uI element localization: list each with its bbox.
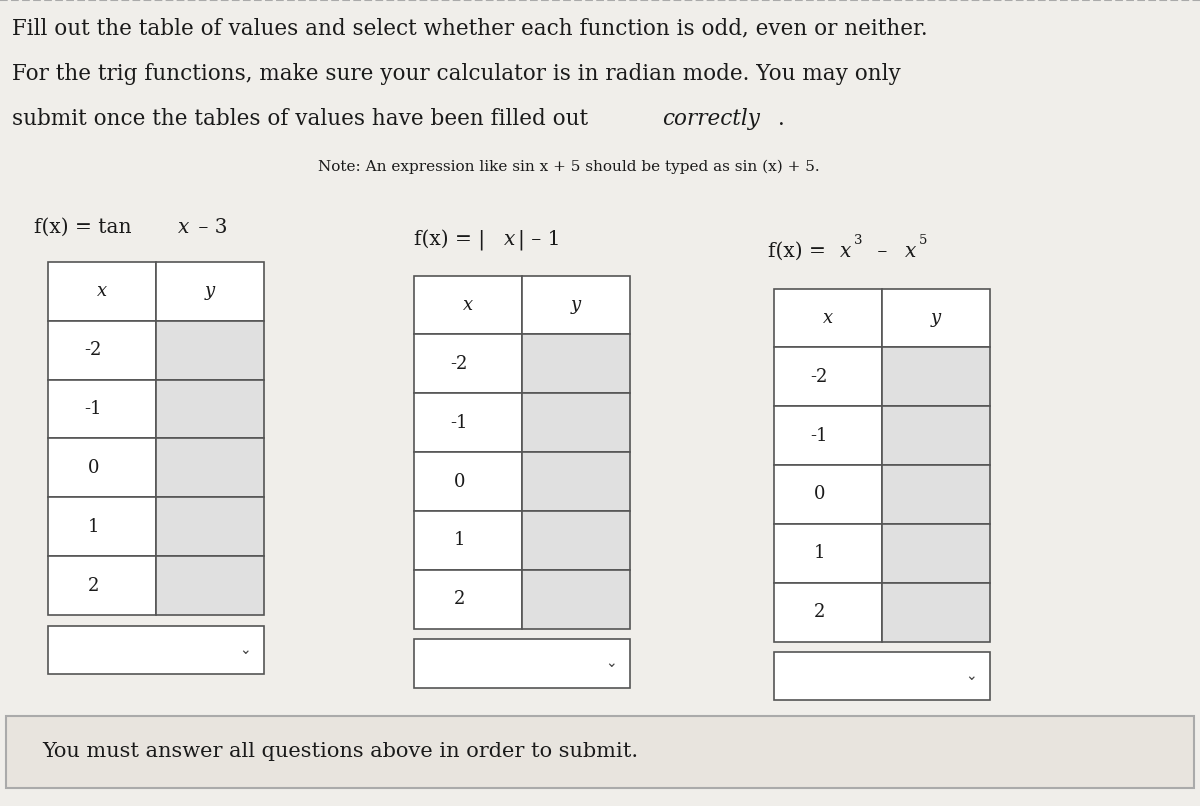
FancyBboxPatch shape (414, 511, 522, 570)
FancyBboxPatch shape (774, 347, 882, 406)
Text: – 3: – 3 (192, 218, 228, 237)
Text: x: x (840, 242, 851, 261)
FancyBboxPatch shape (48, 380, 156, 438)
Text: -1: -1 (85, 400, 102, 418)
Text: 3: 3 (854, 234, 863, 247)
Text: Fill out the table of values and select whether each function is odd, even or ne: Fill out the table of values and select … (12, 18, 928, 39)
Text: correctly: correctly (662, 108, 761, 130)
FancyBboxPatch shape (522, 334, 630, 393)
FancyBboxPatch shape (882, 347, 990, 406)
Text: f(x) =: f(x) = (768, 242, 833, 261)
FancyBboxPatch shape (882, 583, 990, 642)
Text: y: y (205, 282, 215, 301)
Text: x: x (97, 282, 107, 301)
FancyBboxPatch shape (522, 511, 630, 570)
FancyBboxPatch shape (774, 583, 882, 642)
Text: -2: -2 (451, 355, 468, 373)
Text: Note: An expression like sin x + 5 should be typed as sin (x) + 5.: Note: An expression like sin x + 5 shoul… (318, 160, 820, 174)
Text: x: x (178, 218, 188, 237)
Text: submit once the tables of values have been filled out: submit once the tables of values have be… (12, 108, 595, 130)
Text: –: – (871, 242, 894, 261)
Text: ⌄: ⌄ (965, 669, 977, 683)
Text: 0: 0 (88, 459, 100, 477)
Text: -2: -2 (811, 368, 828, 386)
FancyBboxPatch shape (882, 465, 990, 524)
Text: For the trig functions, make sure your calculator is in radian mode. You may onl: For the trig functions, make sure your c… (12, 63, 901, 85)
FancyBboxPatch shape (774, 465, 882, 524)
Text: 2: 2 (88, 576, 100, 595)
FancyBboxPatch shape (522, 570, 630, 629)
Text: 1: 1 (814, 544, 826, 563)
FancyBboxPatch shape (882, 289, 990, 347)
FancyBboxPatch shape (774, 406, 882, 465)
FancyBboxPatch shape (774, 652, 990, 700)
FancyBboxPatch shape (414, 393, 522, 452)
FancyBboxPatch shape (882, 524, 990, 583)
FancyBboxPatch shape (156, 556, 264, 615)
Text: You must answer all questions above in order to submit.: You must answer all questions above in o… (42, 742, 638, 762)
FancyBboxPatch shape (48, 321, 156, 380)
Text: 1: 1 (88, 517, 100, 536)
FancyBboxPatch shape (48, 438, 156, 497)
FancyBboxPatch shape (414, 570, 522, 629)
FancyBboxPatch shape (156, 321, 264, 380)
FancyBboxPatch shape (48, 497, 156, 556)
Text: x: x (905, 242, 916, 261)
Text: -2: -2 (85, 341, 102, 359)
FancyBboxPatch shape (48, 556, 156, 615)
Text: 0: 0 (814, 485, 826, 504)
FancyBboxPatch shape (522, 452, 630, 511)
Text: f(x) = |: f(x) = | (414, 230, 485, 251)
FancyBboxPatch shape (156, 438, 264, 497)
Text: ⌄: ⌄ (605, 656, 617, 671)
Text: -1: -1 (811, 426, 828, 445)
FancyBboxPatch shape (48, 262, 156, 321)
Text: 2: 2 (814, 603, 826, 621)
FancyBboxPatch shape (156, 497, 264, 556)
Text: x: x (823, 309, 833, 327)
FancyBboxPatch shape (414, 334, 522, 393)
Text: | – 1: | – 1 (518, 230, 560, 250)
FancyBboxPatch shape (156, 262, 264, 321)
FancyBboxPatch shape (522, 393, 630, 452)
FancyBboxPatch shape (522, 276, 630, 334)
FancyBboxPatch shape (882, 406, 990, 465)
Text: y: y (571, 296, 581, 314)
FancyBboxPatch shape (414, 276, 522, 334)
Text: 5: 5 (919, 234, 928, 247)
Text: 0: 0 (454, 472, 466, 491)
FancyBboxPatch shape (156, 380, 264, 438)
Text: x: x (463, 296, 473, 314)
Text: 2: 2 (454, 590, 466, 609)
Text: 1: 1 (454, 531, 466, 550)
Text: -1: -1 (451, 413, 468, 432)
FancyBboxPatch shape (414, 452, 522, 511)
FancyBboxPatch shape (48, 625, 264, 674)
Text: y: y (931, 309, 941, 327)
Text: ⌄: ⌄ (239, 642, 251, 657)
Text: f(x) = tan: f(x) = tan (34, 218, 138, 237)
FancyBboxPatch shape (774, 524, 882, 583)
FancyBboxPatch shape (6, 716, 1194, 788)
FancyBboxPatch shape (774, 289, 882, 347)
Text: .: . (778, 108, 785, 130)
FancyBboxPatch shape (414, 639, 630, 688)
Text: x: x (504, 230, 515, 249)
